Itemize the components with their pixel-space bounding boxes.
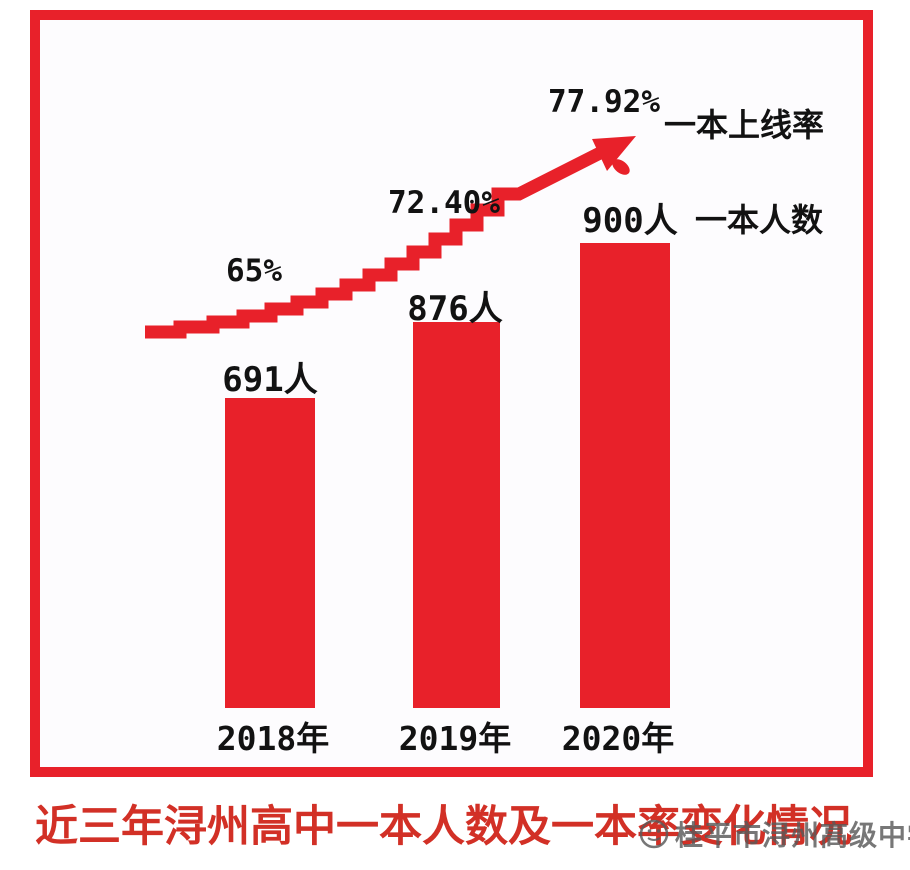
rate-value-2020: 77.92%: [548, 84, 660, 120]
bar-value-2019: 876人: [407, 289, 503, 329]
axis-label-2020: 2020年: [561, 719, 675, 758]
rate-value-2018: 65%: [226, 253, 282, 289]
school-logo-icon: [639, 819, 669, 849]
axis-label-2019: 2019年: [398, 719, 512, 758]
watermark-text: 桂平市浔州高级中学: [675, 819, 910, 852]
rate-value-2019: 72.40%: [388, 185, 500, 221]
axis-label-2018: 2018年: [216, 719, 330, 758]
watermark: 桂平市浔州高级中学: [638, 814, 910, 854]
bar-2018: [225, 398, 315, 708]
bar-2019: [413, 322, 500, 708]
bar-value-2018: 691人: [222, 360, 318, 400]
bar-2020: [580, 243, 670, 708]
chart-title: 近三年浔州高中一本人数及一本率变化情况: [35, 802, 852, 852]
legend-count-label: 一本人数: [695, 201, 824, 239]
legend-rate-label: 一本上线率: [664, 106, 825, 144]
